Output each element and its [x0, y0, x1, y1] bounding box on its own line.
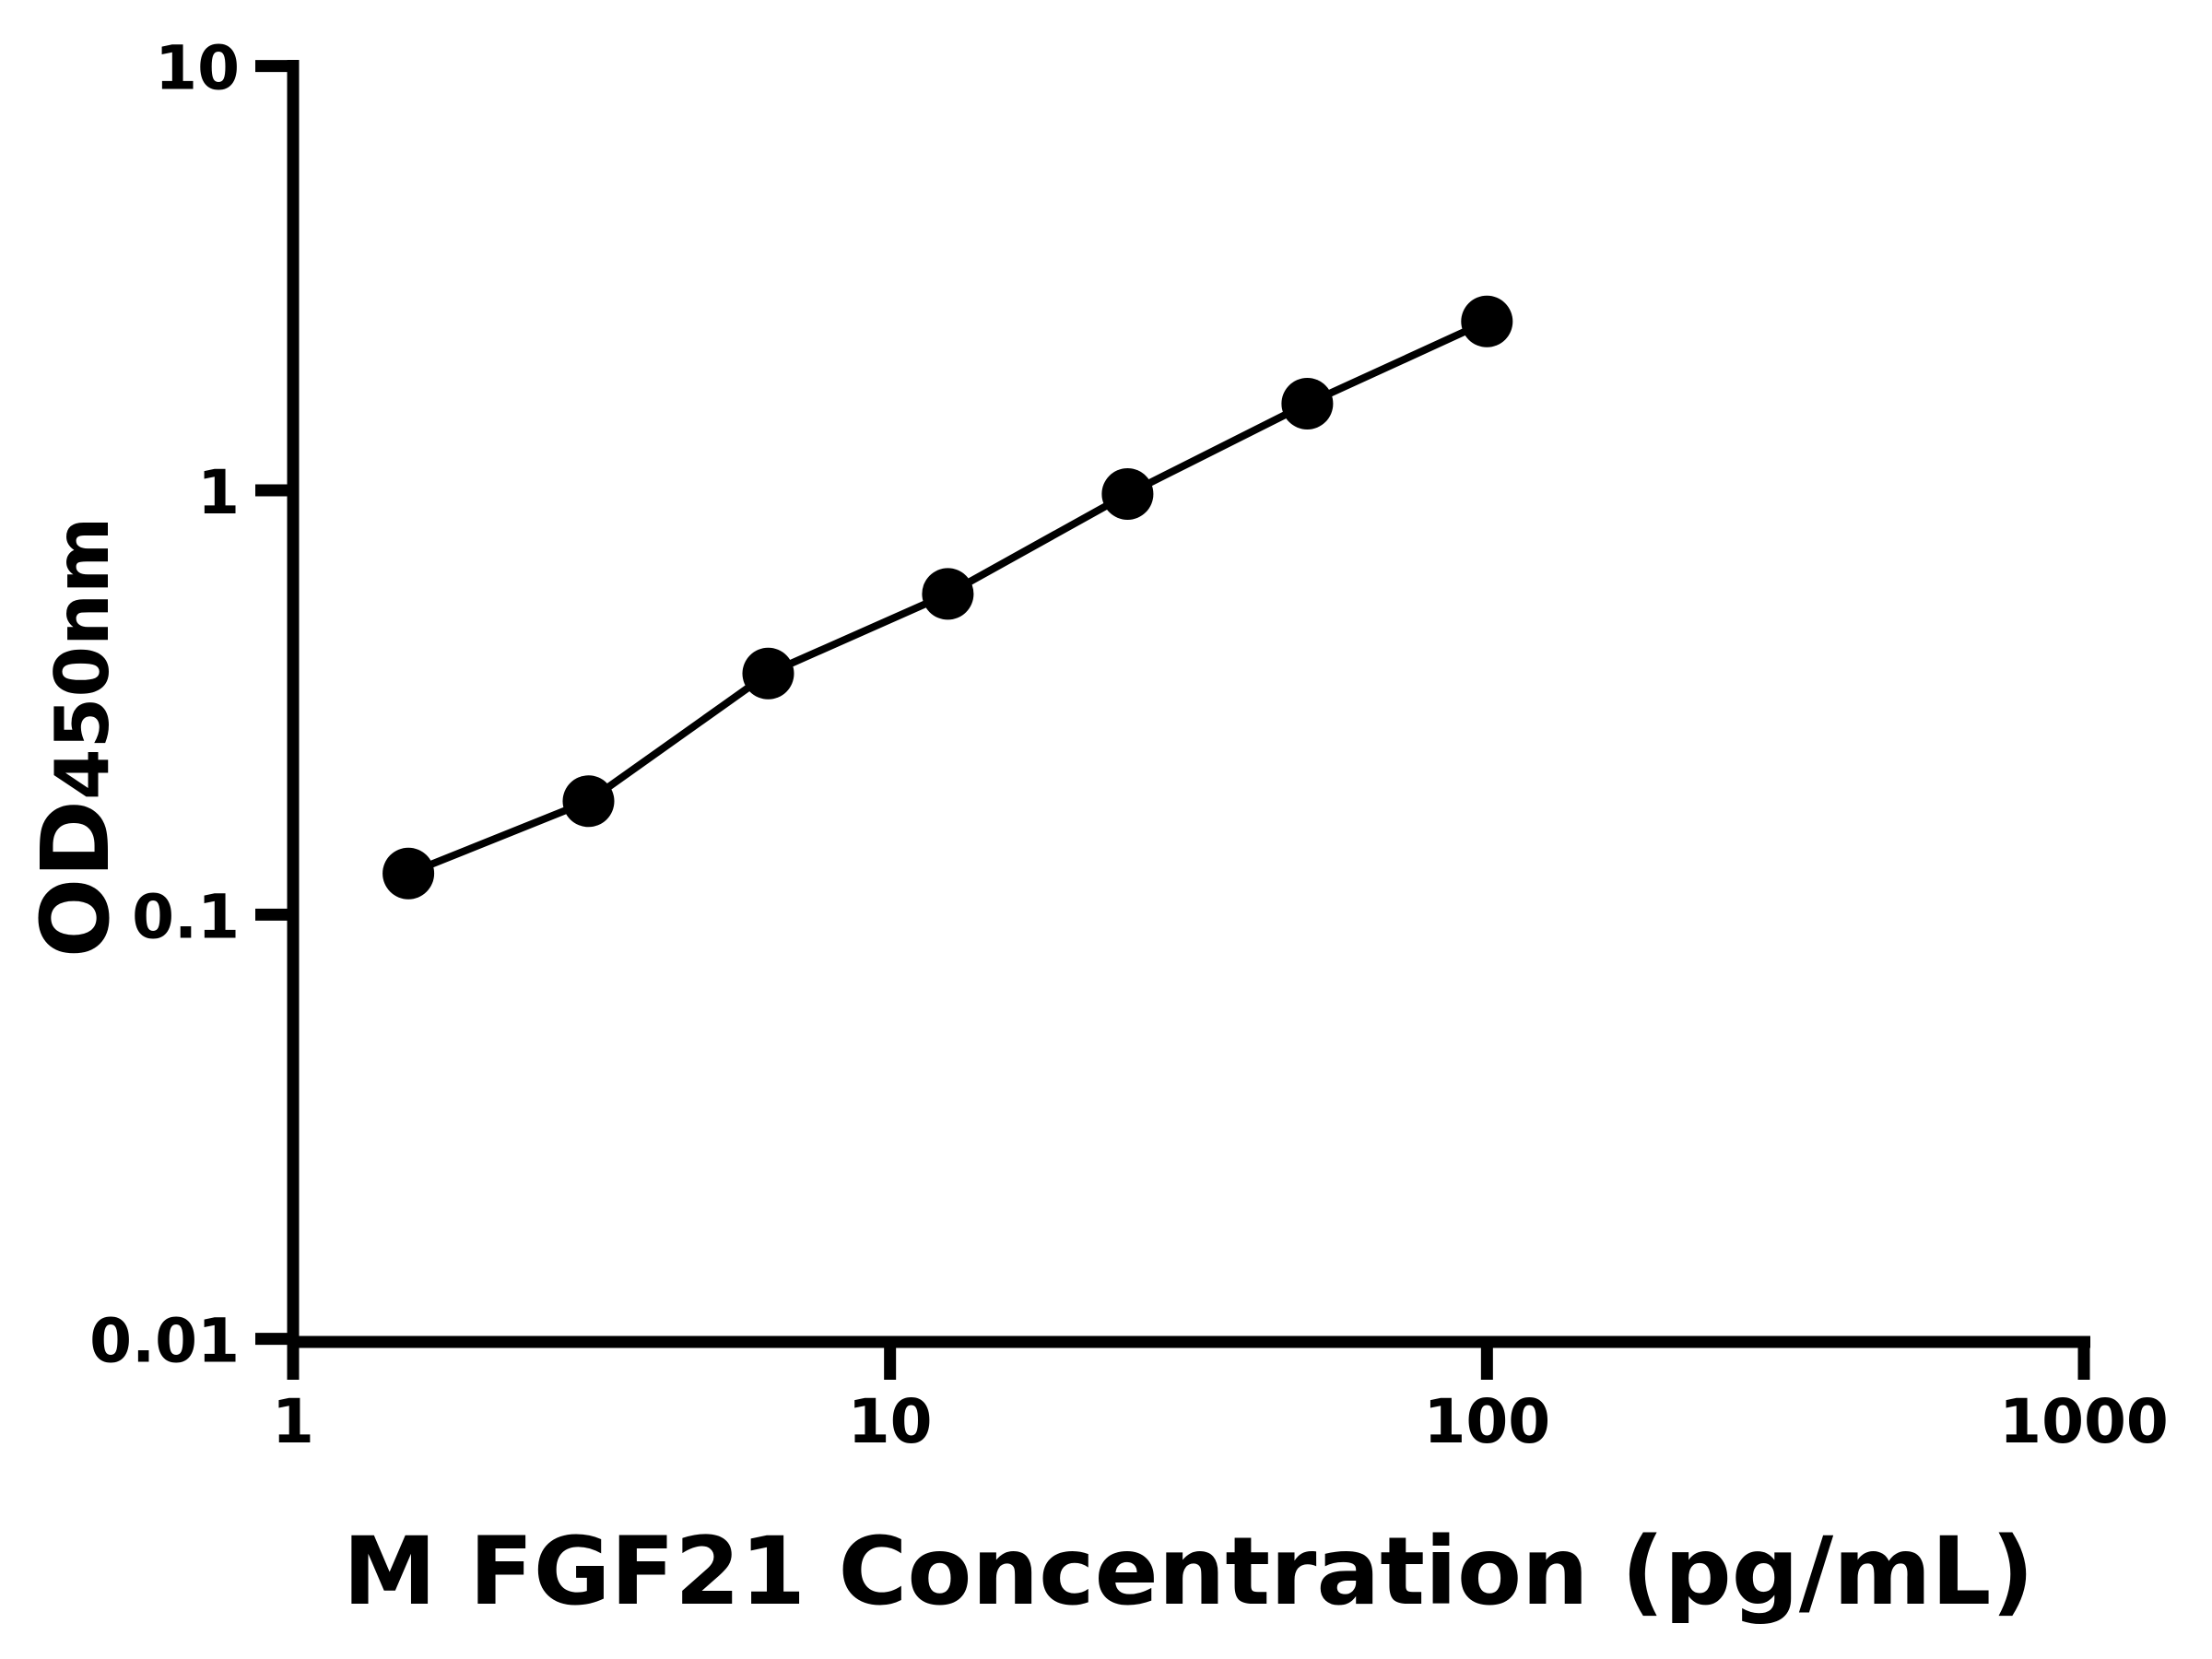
x-axis-tick-labels: 1 10 100 1000: [272, 1386, 2169, 1457]
x-tick-label: 100: [1423, 1386, 1550, 1457]
y-axis-title-sub: 450nm: [40, 517, 125, 800]
y-axis-title-main: OD: [21, 800, 131, 958]
x-axis-title: M FGF21 Concentration (pg/mL): [343, 1517, 2034, 1627]
y-tick-label: 1: [197, 457, 240, 528]
data-point: [1101, 468, 1154, 520]
x-tick-label: 1: [272, 1386, 314, 1457]
y-tick-label: 0.1: [132, 881, 240, 952]
y-tick-label: 0.01: [89, 1306, 240, 1377]
y-axis-tick-labels: 10 1 0.1 0.01: [89, 33, 240, 1377]
data-point: [1461, 295, 1513, 347]
data-point: [382, 847, 435, 900]
data-point: [742, 647, 794, 700]
data-point: [922, 568, 974, 620]
x-tick-label: 1000: [1999, 1386, 2169, 1457]
y-tick-label: 10: [155, 33, 240, 104]
y-axis-title: OD450nm: [21, 517, 131, 959]
y-axis-ticks: [255, 60, 293, 1346]
x-tick-label: 10: [848, 1386, 933, 1457]
data-points: [382, 295, 1513, 900]
data-point: [1281, 378, 1334, 429]
x-axis-ticks: [287, 1342, 2090, 1380]
data-point: [562, 775, 615, 828]
